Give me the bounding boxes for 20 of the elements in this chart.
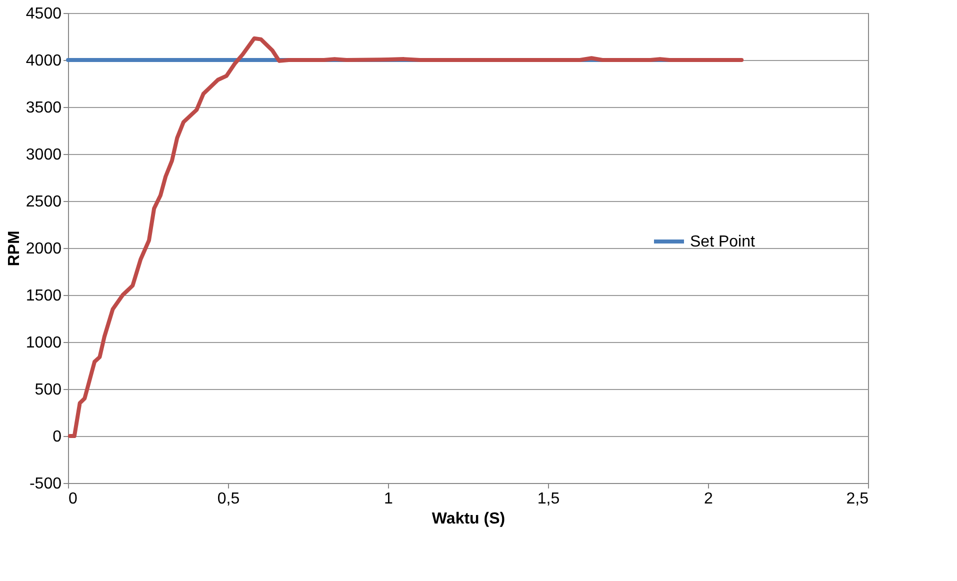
y-tick-label: 2500 — [26, 194, 62, 210]
y-axis-title: RPM — [6, 230, 23, 266]
x-tick-label: 0 — [68, 490, 78, 508]
y-tick-label: 3000 — [26, 146, 62, 164]
x-axis-title: Waktu (S) — [432, 510, 506, 528]
y-tick-label: 4500 — [26, 6, 62, 22]
y-tick-label: 4000 — [26, 52, 62, 70]
y-tick-label: 0 — [52, 428, 62, 446]
y-tick-label: 500 — [34, 382, 62, 398]
x-tick-label: 1,5 — [537, 490, 560, 508]
y-tick-label: 2000 — [26, 240, 62, 258]
x-tick-label: 2 — [704, 490, 714, 508]
y-tick-label: 1500 — [26, 288, 62, 304]
y-tick-label: 1000 — [26, 334, 62, 352]
legend-label: Set Point — [690, 234, 756, 250]
x-tick-label: 0,5 — [217, 490, 240, 508]
x-tick-label: 2,5 — [846, 490, 869, 508]
y-tick-label: 3500 — [26, 100, 62, 116]
x-tick-label: 1 — [384, 490, 394, 508]
y-tick-label: -500 — [29, 476, 62, 492]
